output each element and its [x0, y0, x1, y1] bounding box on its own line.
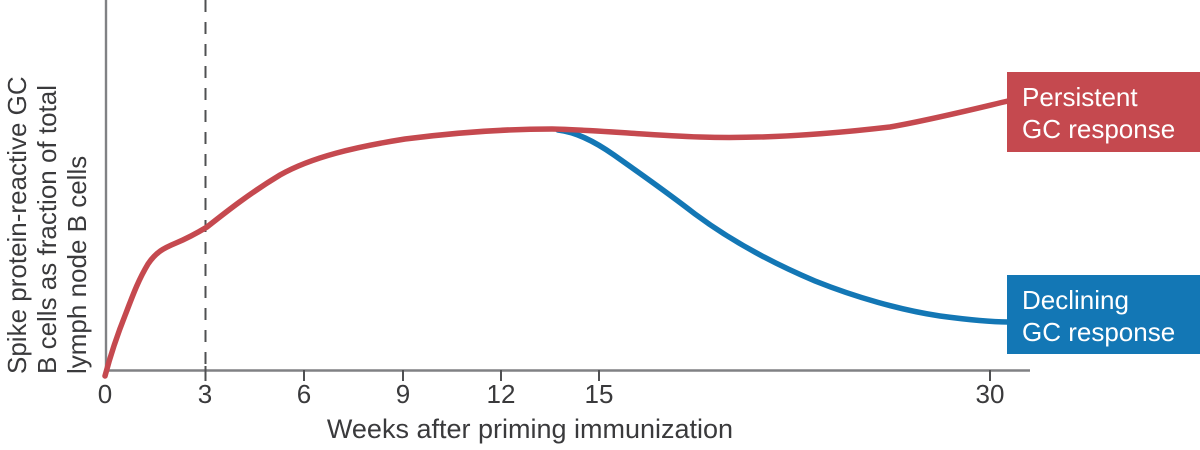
persistent-curve	[102, 98, 1011, 379]
x-tick-marks	[204, 366, 991, 381]
declining-curve	[555, 127, 1011, 325]
x-tick-label-0: 0	[97, 379, 113, 409]
y-axis-label: Spike protein-reactive GC B cells as fra…	[2, 2, 92, 374]
x-tick-label-30: 30	[975, 379, 1005, 409]
persistent-gc-label-line1: Persistent	[1022, 82, 1138, 112]
declining-gc-label-line1: Declining	[1022, 285, 1129, 315]
persistent-gc-label: Persistent GC response	[1007, 72, 1200, 152]
y-axis-label-line3: lymph node B cells	[62, 155, 92, 374]
x-tick-label-9: 9	[395, 379, 411, 409]
x-tick-label-12: 12	[486, 379, 516, 409]
x-axis-label: Weeks after priming immunization	[326, 414, 734, 444]
x-tick-label-15: 15	[584, 379, 614, 409]
declining-gc-label-line2: GC response	[1022, 317, 1176, 347]
x-tick-label-3: 3	[197, 379, 213, 409]
persistent-gc-label-line2: GC response	[1022, 114, 1176, 144]
declining-gc-label: Declining GC response	[1007, 275, 1200, 354]
x-tick-label-6: 6	[296, 379, 312, 409]
y-axis-label-line1: Spike protein-reactive GC	[2, 76, 32, 374]
y-axis-label-line2: B cells as fraction of total	[32, 84, 62, 374]
